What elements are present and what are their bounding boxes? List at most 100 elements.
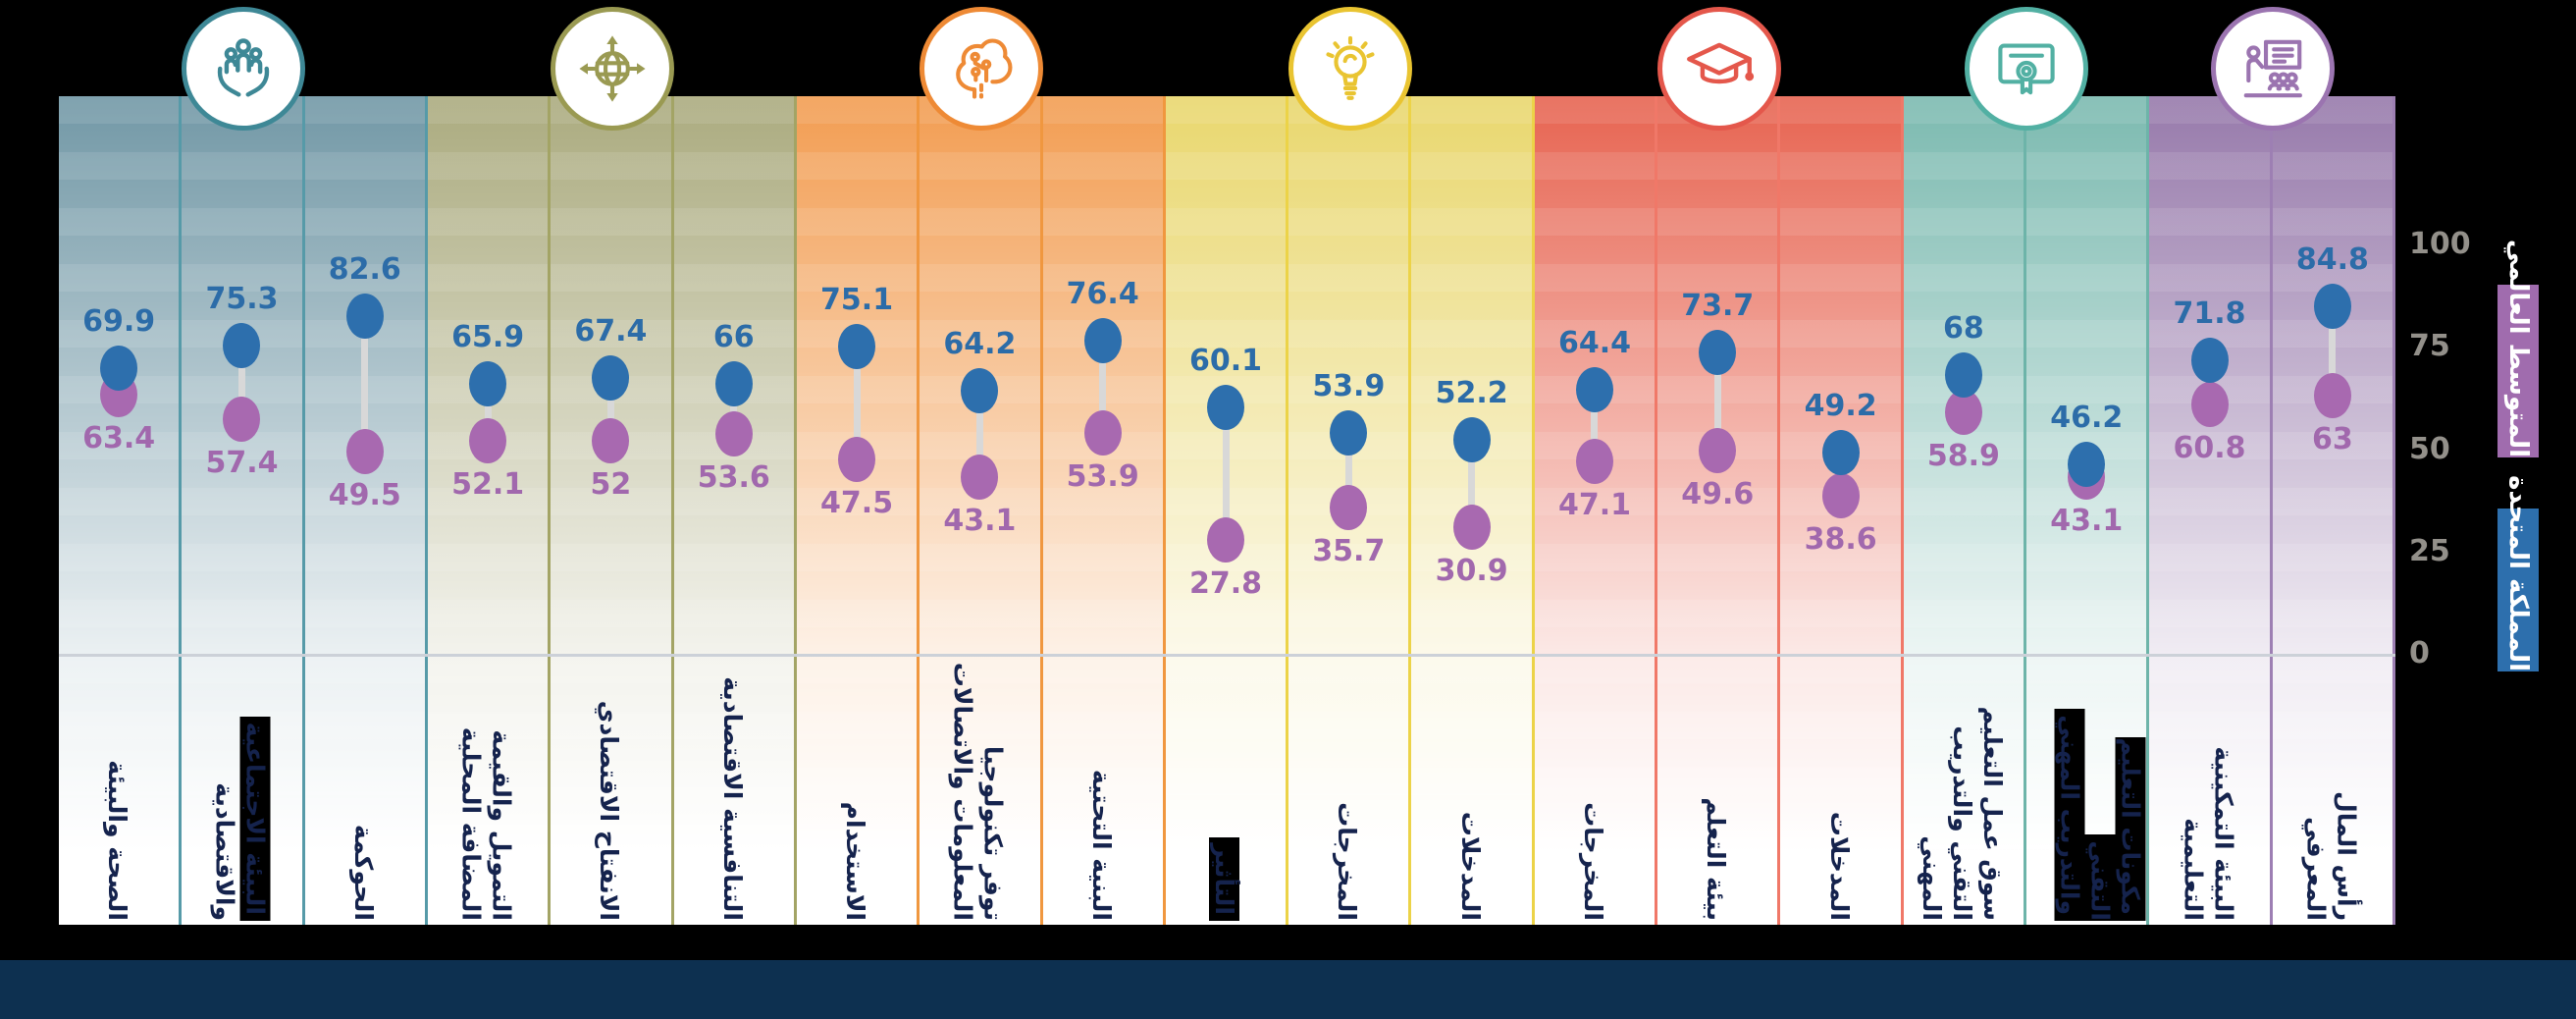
connector-line xyxy=(1344,433,1352,509)
global-avg-dot xyxy=(961,455,999,501)
uk-dot xyxy=(1207,385,1245,431)
uk-value-label: 84.8 xyxy=(2295,242,2369,278)
global-avg-value-label: 57.4 xyxy=(205,445,279,480)
category-column: 64.4 47.1 المخرجات xyxy=(1535,96,1658,925)
connector-line xyxy=(730,383,738,435)
global-avg-value-label: 27.8 xyxy=(1189,566,1263,602)
axis-tick-label: 25 xyxy=(2409,533,2450,568)
category-column: 69.9 63.4 الصحة والبيئة xyxy=(59,96,183,925)
category-label-cell: الصحة والبيئة xyxy=(59,656,179,925)
uk-dot xyxy=(1821,429,1860,475)
uk-dot xyxy=(2313,284,2351,330)
category-label: التنافسية الاقتصادية xyxy=(717,676,747,921)
chart-plot-area: 69.9 63.4 الصحة والبيئة 75.3 57.4 البيئة الاج… xyxy=(59,96,2396,925)
uk-value-label: 68 xyxy=(1943,311,1984,347)
connector-line xyxy=(1468,440,1476,528)
digital-brain-icon xyxy=(920,7,1043,131)
uk-dot xyxy=(1699,329,1737,375)
section-graduation-cap: 64.4 47.1 المخرجات 73.7 49.6 بيئة التعلم 49.2 3… xyxy=(1534,96,1904,925)
certificate-icon xyxy=(1965,7,2088,131)
category-label: الصحة والبيئة xyxy=(103,760,132,921)
global-avg-value-label: 30.9 xyxy=(1435,554,1508,589)
category-label: البنية التحتية xyxy=(1086,769,1116,921)
category-label-cell: التمويل والقيمة المضافة المحلية xyxy=(428,656,548,925)
category-label-cell: الاستخدام xyxy=(797,656,917,925)
uk-value-label: 49.2 xyxy=(1804,388,1877,423)
uk-dot xyxy=(223,322,261,368)
category-label-cell: الانفتاح الاقتصادي xyxy=(551,656,670,925)
category-label-cell: توفر تكنولوجيا المعلومات والاتصالات xyxy=(920,656,1039,925)
uk-value-label: 66 xyxy=(712,319,755,354)
global-avg-value-label: 58.9 xyxy=(1926,439,2000,474)
category-label-cell: مكونات التعليم التقني والتدريب المهني xyxy=(2026,656,2146,925)
connector-line xyxy=(853,346,861,459)
connector-line xyxy=(1713,351,1721,452)
uk-dot xyxy=(469,361,507,407)
category-column: 68 58.9 سوق عمل التعليم التقني والتدريب المه… xyxy=(1904,96,2027,925)
category-label-cell: البنية التحتية xyxy=(1043,656,1163,925)
global-avg-value-label: 52 xyxy=(590,467,632,503)
category-label-cell: المخرجات xyxy=(1535,656,1655,925)
section-globe-expansion: 65.9 52.1 التمويل والقيمة المضافة المحلية 67… xyxy=(427,96,797,925)
category-label-cell: التأثير xyxy=(1166,656,1286,925)
global-avg-dot xyxy=(714,411,753,457)
category-label: التأثير xyxy=(1209,656,1240,921)
connector-line xyxy=(606,377,614,442)
global-avg-dot xyxy=(2190,382,2229,428)
category-label: الحوكمة xyxy=(348,824,378,921)
connector-line xyxy=(1099,341,1107,434)
global-avg-value-label: 38.6 xyxy=(1804,522,1877,558)
global-avg-value-label: 47.5 xyxy=(820,485,894,520)
global-avg-value-label: 53.9 xyxy=(1066,459,1139,495)
uk-dot xyxy=(1452,417,1491,463)
global-avg-dot xyxy=(1330,485,1368,531)
uk-value-label: 75.1 xyxy=(820,282,894,317)
category-column: 82.6 49.5 الحوكمة xyxy=(305,96,428,925)
category-column: 73.7 49.6 بيئة التعلم xyxy=(1657,96,1781,925)
axis-tick-label: 75 xyxy=(2409,329,2450,364)
category-label: المخرجات xyxy=(1578,802,1607,921)
global-avg-value-label: 49.5 xyxy=(328,477,401,512)
uk-dot xyxy=(714,360,753,406)
global-avg-dot xyxy=(1452,505,1491,551)
category-label: الانفتاح الاقتصادي xyxy=(595,700,624,921)
category-label-cell: بيئة التعلم xyxy=(1657,656,1777,925)
category-column: 46.2 43.1 مكونات التعليم التقني والتدريب ال… xyxy=(2026,96,2150,925)
legend-global-average-label: المتوسط العالمي xyxy=(2503,239,2533,457)
category-label: التمويل والقيمة المضافة المحلية xyxy=(456,726,516,921)
category-label: سوق عمل التعليم التقني والتدريب المهني xyxy=(1917,706,2007,921)
category-label: مكونات التعليم التقني والتدريب المهني xyxy=(2054,656,2146,921)
category-column: 49.2 38.6 المدخلات xyxy=(1780,96,1904,925)
global-avg-value-label: 60.8 xyxy=(2173,431,2246,466)
section-certificate: 68 58.9 سوق عمل التعليم التقني والتدريب المه… xyxy=(1903,96,2150,925)
global-avg-dot xyxy=(2313,373,2351,419)
global-avg-dot xyxy=(1821,473,1860,519)
axis-tick-label: 100 xyxy=(2409,227,2471,261)
highlighted-label-text: مكونات التعليم التقني xyxy=(2084,737,2146,921)
global-avg-dot xyxy=(223,396,261,442)
section-lightbulb: 60.1 27.8 التأثير 53.9 35.7 المخرجات 52.2 30.9 ا… xyxy=(1165,96,1535,925)
uk-value-label: 67.4 xyxy=(574,313,648,349)
classroom-training-icon xyxy=(2211,7,2335,131)
global-avg-dot xyxy=(1575,438,1613,484)
category-label: الاستخدام xyxy=(841,801,870,921)
highlighted-label-text: البيئة الاجتماعية xyxy=(239,716,271,921)
category-column: 84.8 63 رأس المال المعرفي xyxy=(2273,96,2396,925)
global-avg-value-label: 63.4 xyxy=(82,420,156,456)
category-column: 64.2 43.1 توفر تكنولوجيا المعلومات والاتصال… xyxy=(920,96,1043,925)
uk-dot xyxy=(2068,442,2106,488)
lightbulb-icon xyxy=(1288,7,1412,131)
category-column: 76.4 53.9 البنية التحتية xyxy=(1043,96,1166,925)
global-avg-value-label: 47.1 xyxy=(1557,487,1631,522)
axis-tick-label: 0 xyxy=(2409,636,2430,670)
uk-value-label: 60.1 xyxy=(1189,344,1263,379)
uk-value-label: 53.9 xyxy=(1312,369,1386,404)
global-avg-dot xyxy=(1699,428,1737,474)
connector-line xyxy=(975,391,983,478)
category-label: بيئة التعلم xyxy=(1702,797,1731,921)
category-column: 75.1 47.5 الاستخدام xyxy=(797,96,920,925)
family-care-icon xyxy=(182,7,305,131)
legend-united-kingdom-label: المملكة المتحدة xyxy=(2503,475,2533,671)
category-label: البيئة التمكينية التعليمية xyxy=(2179,746,2238,921)
uk-dot xyxy=(838,323,876,369)
